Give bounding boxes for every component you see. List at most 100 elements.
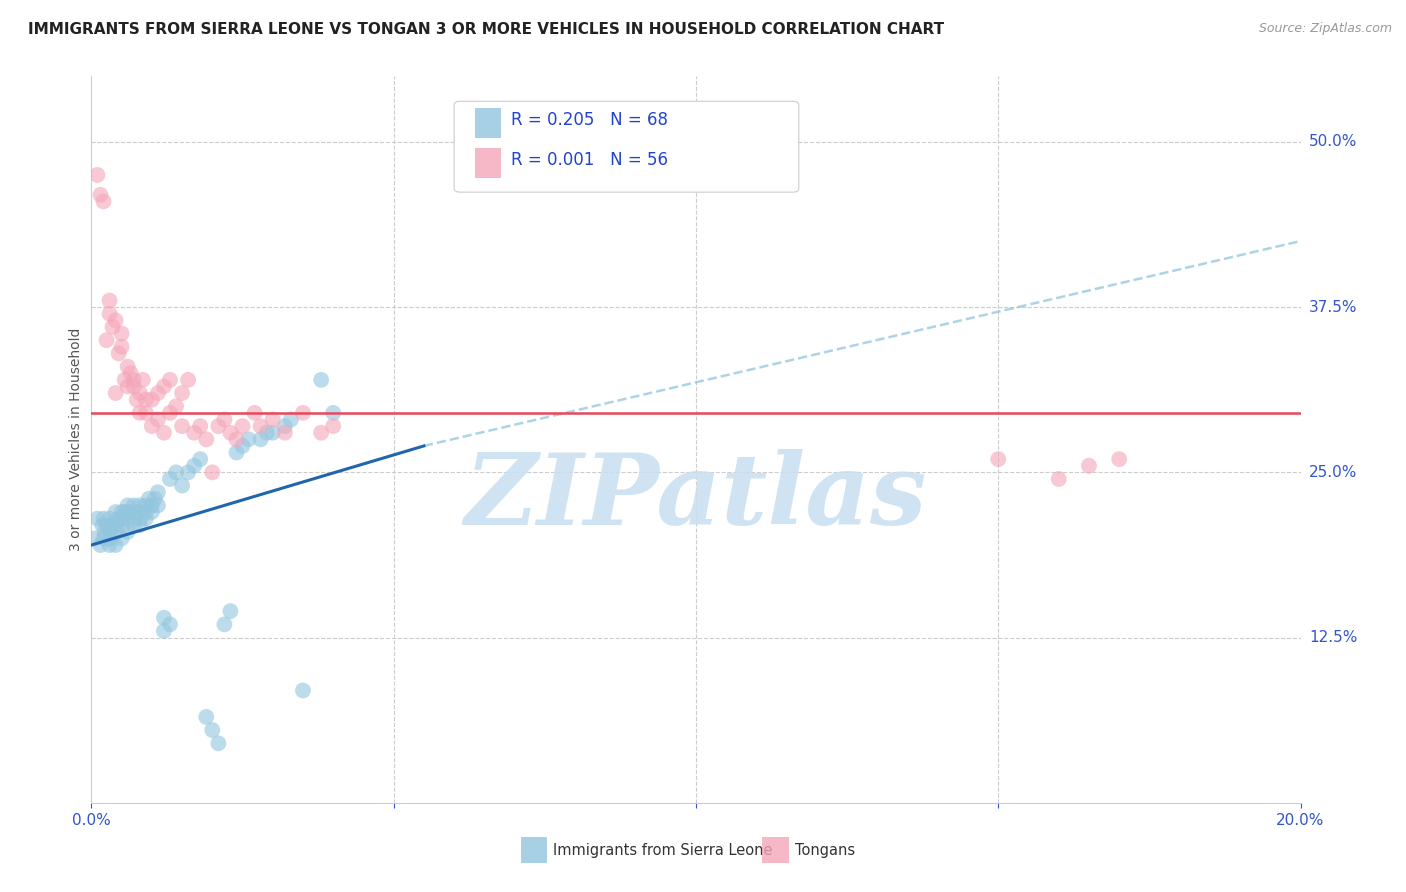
Point (1047, 472, 1070, 486)
Point (96, 518, 118, 533)
Point (93, 511, 115, 525)
Point (165, 466, 187, 480)
Point (122, 373, 145, 387)
Point (987, 452, 1010, 467)
Point (177, 373, 200, 387)
Point (135, 511, 157, 525)
Point (153, 624, 176, 638)
Point (135, 505, 157, 519)
Point (135, 499, 157, 513)
Point (120, 366, 142, 380)
Text: 37.5%: 37.5% (1309, 300, 1357, 315)
Point (104, 505, 127, 519)
Point (104, 313, 127, 327)
Point (225, 445, 247, 459)
Text: IMMIGRANTS FROM SIERRA LEONE VS TONGAN 3 OR MORE VEHICLES IN HOUSEHOLD CORRELATI: IMMIGRANTS FROM SIERRA LEONE VS TONGAN 3… (28, 22, 945, 37)
Point (128, 406, 150, 420)
Bar (475, 148, 502, 178)
Point (207, 419, 229, 434)
Point (135, 392, 157, 407)
Point (111, 532, 132, 546)
Text: ZIPatlas: ZIPatlas (465, 450, 927, 546)
Point (146, 499, 169, 513)
Point (262, 425, 284, 440)
Point (207, 736, 229, 750)
Point (195, 710, 218, 724)
Point (114, 373, 136, 387)
Point (111, 326, 132, 341)
Point (128, 499, 150, 513)
Point (107, 346, 129, 360)
Point (101, 320, 124, 334)
Point (143, 491, 166, 506)
Point (100, 532, 122, 546)
Bar (475, 108, 502, 138)
Point (117, 524, 139, 539)
Point (98, 293, 121, 308)
Point (122, 499, 145, 513)
Point (93, 524, 115, 539)
Point (125, 392, 148, 407)
Point (91, 518, 114, 533)
Point (183, 425, 205, 440)
Point (98, 307, 121, 321)
Point (135, 406, 157, 420)
Point (177, 466, 200, 480)
Point (105, 524, 128, 539)
Point (124, 511, 146, 525)
Point (172, 386, 194, 401)
Point (104, 386, 127, 401)
Point (280, 412, 302, 426)
Point (93, 194, 115, 209)
Text: 12.5%: 12.5% (1309, 630, 1357, 645)
Point (101, 518, 124, 533)
Point (141, 419, 163, 434)
Point (219, 604, 242, 618)
Point (238, 432, 260, 446)
Text: Immigrants from Sierra Leone: Immigrants from Sierra Leone (554, 843, 773, 857)
Point (141, 499, 163, 513)
Point (114, 505, 136, 519)
Point (104, 538, 127, 552)
Point (292, 683, 315, 698)
Point (262, 412, 284, 426)
Point (118, 505, 141, 519)
Point (188, 452, 211, 467)
Text: R = 0.205   N = 68: R = 0.205 N = 68 (510, 112, 668, 129)
Point (172, 419, 194, 434)
Point (231, 419, 253, 434)
Point (107, 511, 129, 525)
Point (111, 511, 132, 525)
Point (138, 491, 160, 506)
Point (111, 518, 134, 533)
Text: R = 0.001   N = 56: R = 0.001 N = 56 (510, 152, 668, 169)
Point (111, 340, 132, 354)
Point (256, 425, 278, 440)
Point (214, 412, 236, 426)
Point (309, 425, 332, 440)
Point (243, 406, 266, 420)
Point (132, 373, 155, 387)
Text: Source: ZipAtlas.com: Source: ZipAtlas.com (1258, 22, 1392, 36)
Text: Tongans: Tongans (796, 843, 855, 857)
Point (159, 406, 181, 420)
Point (122, 518, 145, 533)
Text: 25.0%: 25.0% (1309, 465, 1357, 480)
Point (86, 511, 108, 525)
Point (128, 386, 150, 401)
Bar (762, 837, 789, 863)
Point (159, 373, 181, 387)
Point (98, 538, 121, 552)
Point (128, 518, 150, 533)
Point (1108, 452, 1130, 467)
Point (274, 419, 297, 434)
Point (117, 499, 139, 513)
Point (153, 425, 176, 440)
Text: 50.0%: 50.0% (1309, 135, 1357, 149)
Point (111, 505, 132, 519)
Point (225, 432, 247, 446)
Point (159, 472, 181, 486)
Point (214, 617, 236, 632)
Point (117, 379, 139, 393)
Point (309, 373, 332, 387)
